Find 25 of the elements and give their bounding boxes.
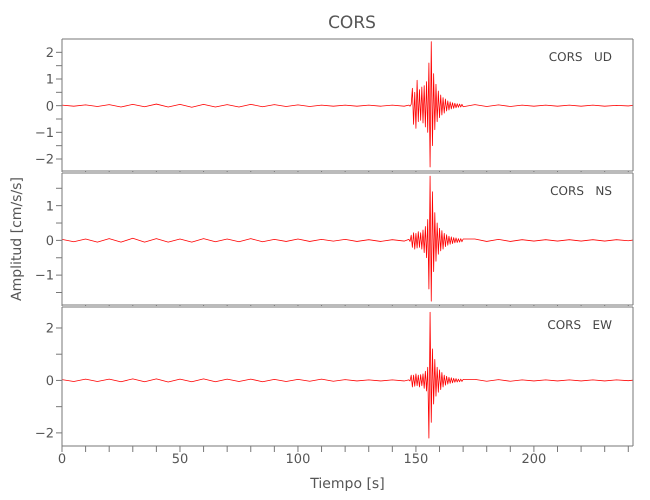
y-tick-label: 0: [46, 99, 54, 114]
y-tick-label: 0: [46, 374, 54, 390]
annotation: CORS NS: [550, 184, 612, 198]
line-series: [62, 312, 633, 439]
x-axis-title: Tiempo [s]: [309, 476, 385, 492]
y-tick-label: −2: [34, 152, 54, 168]
x-tick-label: 100: [286, 452, 310, 468]
y-tick-label: −1: [34, 268, 54, 284]
x-tick-label: 50: [172, 452, 188, 468]
line-series: [62, 176, 633, 302]
y-tick-label: −1: [34, 126, 54, 141]
y-tick-label: −2: [34, 426, 54, 442]
y-tick-label: 0: [46, 234, 54, 250]
y-tick-label: 2: [46, 46, 54, 61]
annotation: CORS EW: [547, 318, 612, 332]
y-axis-title: Amplitud [cm/s/s]: [8, 177, 25, 301]
y-tick-label: 2: [46, 322, 54, 337]
x-tick-label: 200: [521, 452, 546, 468]
y-tick-label: 1: [46, 199, 54, 214]
x-tick-label: 0: [58, 452, 66, 468]
x-tick-label: 150: [404, 452, 428, 468]
chart-title: CORS: [327, 12, 377, 35]
y-tick-label: 1: [46, 72, 54, 88]
line-series: [62, 41, 633, 168]
annotation: CORS UD: [548, 50, 612, 64]
